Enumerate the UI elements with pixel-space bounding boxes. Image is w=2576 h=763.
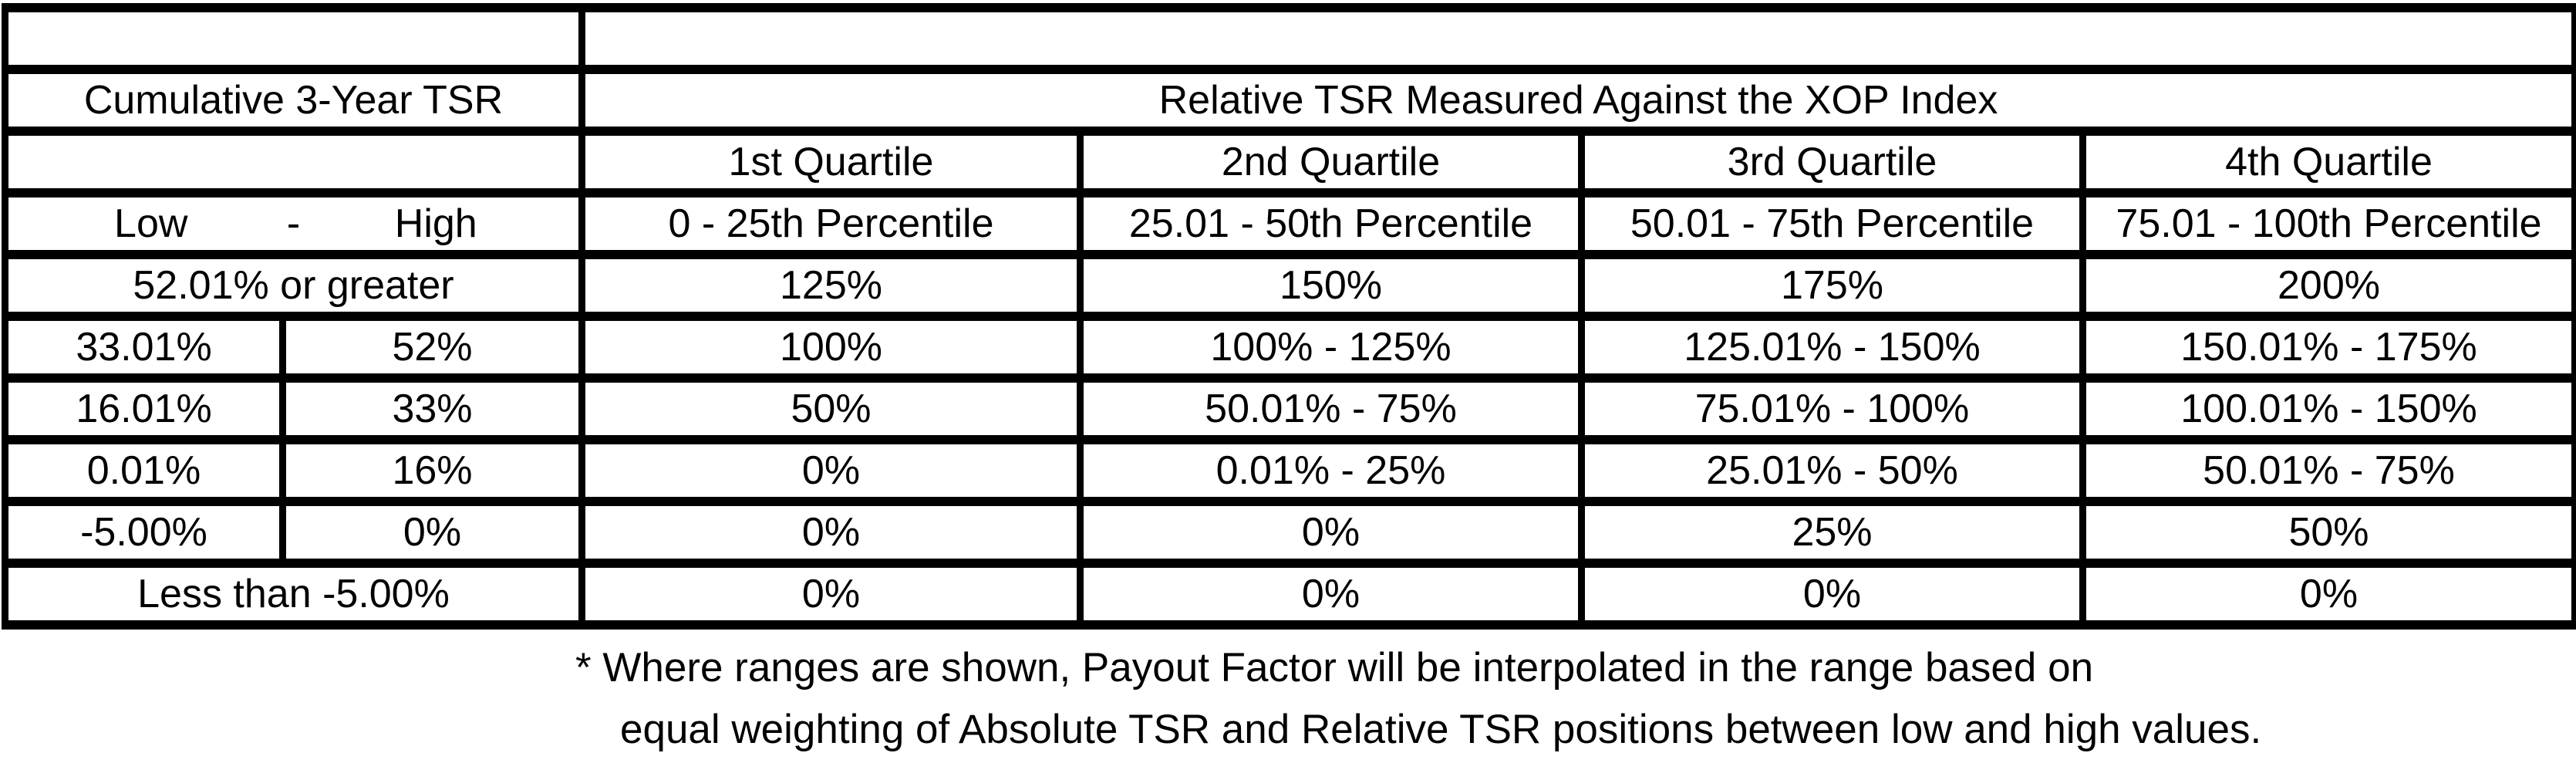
low-high-header: Low - High <box>2 188 585 259</box>
payout-cell: 0% <box>578 559 1084 630</box>
low-label: Low <box>114 201 188 246</box>
tsr-range-cell: Less than -5.00% <box>2 559 585 630</box>
payout-cell: 0% <box>578 435 1084 506</box>
tsr-high-cell: 0% <box>279 497 585 568</box>
tsr-high-cell: 52% <box>279 312 585 383</box>
table-title: Percentage of Performance Units deemed t… <box>578 3 2576 74</box>
payout-cell: 0.01% - 25% <box>1077 435 1585 506</box>
payout-cell: 175% <box>1578 250 2086 321</box>
table-row: 16.01% 33% 50% 50.01% - 75% 75.01% - 100… <box>2 373 2576 444</box>
payout-cell: 50% <box>578 373 1084 444</box>
table-row: 0.01% 16% 0% 0.01% - 25% 25.01% - 50% 50… <box>2 435 2576 506</box>
footnote-line-2: equal weighting of Absolute TSR and Rela… <box>620 707 2262 752</box>
tsr-high-cell: 16% <box>279 435 585 506</box>
quartile-header: 3rd Quartile <box>1578 127 2086 198</box>
payout-cell: 0% <box>2079 559 2576 630</box>
payout-cell: 125% <box>578 250 1084 321</box>
tsr-low-cell: 0.01% <box>2 435 286 506</box>
payout-cell: 25% <box>1578 497 2086 568</box>
payout-cell: 50.01% - 75% <box>1077 373 1585 444</box>
payout-cell: 0% <box>1077 497 1585 568</box>
percentile-header: 50.01 - 75th Percentile <box>1578 188 2086 259</box>
row-axis-header: Cumulative 3-Year TSR <box>2 65 585 136</box>
table-row: Less than -5.00% 0% 0% 0% 0% <box>2 559 2576 630</box>
payout-cell: 50.01% - 75% <box>2079 435 2576 506</box>
high-label: High <box>394 201 477 246</box>
payout-cell: 200% <box>2079 250 2576 321</box>
payout-cell: 0% <box>578 497 1084 568</box>
col-axis-header: Relative TSR Measured Against the XOP In… <box>578 65 2576 136</box>
percentile-header: 0 - 25th Percentile <box>578 188 1084 259</box>
quartile-header: 4th Quartile <box>2079 127 2576 198</box>
payout-matrix-table: Percentage of Performance Units deemed t… <box>2 3 2576 630</box>
table-row: Low - High 0 - 25th Percentile 25.01 - 5… <box>2 188 2576 259</box>
tsr-low-cell: 33.01% <box>2 312 286 383</box>
quartile-header: 1st Quartile <box>578 127 1084 198</box>
percentile-header: 25.01 - 50th Percentile <box>1077 188 1585 259</box>
payout-cell: 75.01% - 100% <box>1578 373 2086 444</box>
table-row: 52.01% or greater 125% 150% 175% 200% <box>2 250 2576 321</box>
table-row: 1st Quartile 2nd Quartile 3rd Quartile 4… <box>2 127 2576 198</box>
table-row: 33.01% 52% 100% 100% - 125% 125.01% - 15… <box>2 312 2576 383</box>
tsr-range-cell: 52.01% or greater <box>2 250 585 321</box>
range-dash: - <box>286 201 301 246</box>
footnote: * Where ranges are shown, Payout Factor … <box>575 637 2576 761</box>
payout-cell: 125.01% - 150% <box>1578 312 2086 383</box>
table-row: -5.00% 0% 0% 0% 25% 50% <box>2 497 2576 568</box>
corner-blank-cell <box>2 3 585 74</box>
payout-cell: 50% <box>2079 497 2576 568</box>
percentile-header: 75.01 - 100th Percentile <box>2079 188 2576 259</box>
payout-cell: 150% <box>1077 250 1585 321</box>
tsr-low-cell: -5.00% <box>2 497 286 568</box>
payout-cell: 0% <box>1077 559 1585 630</box>
tsr-high-cell: 33% <box>279 373 585 444</box>
payout-cell: 25.01% - 50% <box>1578 435 2086 506</box>
footnote-line-1: * Where ranges are shown, Payout Factor … <box>575 645 2094 690</box>
payout-cell: 100% <box>578 312 1084 383</box>
table-row: Percentage of Performance Units deemed t… <box>2 3 2576 74</box>
payout-cell: 0% <box>1578 559 2086 630</box>
payout-cell: 100.01% - 150% <box>2079 373 2576 444</box>
tsr-low-cell: 16.01% <box>2 373 286 444</box>
blank-label-cell <box>2 127 585 198</box>
table-row: Cumulative 3-Year TSR Relative TSR Measu… <box>2 65 2576 136</box>
quartile-header: 2nd Quartile <box>1077 127 1585 198</box>
payout-cell: 100% - 125% <box>1077 312 1585 383</box>
payout-cell: 150.01% - 175% <box>2079 312 2576 383</box>
